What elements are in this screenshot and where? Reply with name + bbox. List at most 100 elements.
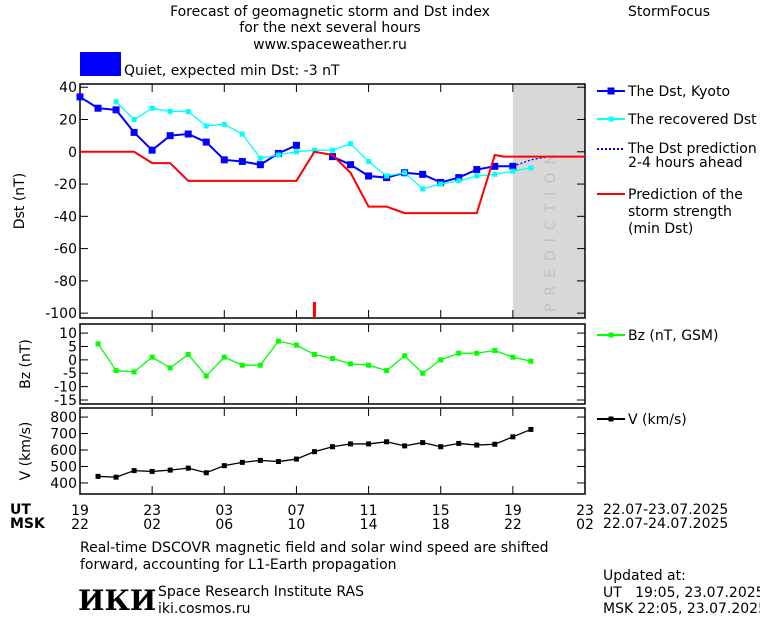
x-tick-label-msk: 02 (143, 517, 161, 533)
series-line-the-dst-kyoto (332, 155, 513, 184)
x-tick-label-msk: 18 (432, 517, 450, 533)
data-point (528, 426, 534, 432)
x-tick-label-msk: 02 (576, 517, 594, 533)
data-point (528, 165, 534, 171)
data-point (456, 440, 462, 446)
data-point (510, 354, 516, 360)
y-tick-label: -20 (54, 177, 77, 193)
data-point (239, 459, 245, 465)
data-point (76, 93, 84, 101)
data-point (149, 468, 155, 474)
legend-prediction-2: 2-4 hours ahead (628, 155, 743, 171)
data-point (330, 147, 335, 153)
institute-name: Space Research Institute RAS (158, 584, 364, 600)
data-point (402, 353, 408, 359)
y-tick-label: 0 (68, 353, 77, 369)
data-point (348, 361, 354, 367)
y-tick-label: -5 (63, 366, 77, 382)
data-point (238, 157, 246, 165)
y-axis-label: Dst (nT) (12, 173, 28, 229)
legend-storm-3: (min Dst) (628, 221, 694, 237)
data-point (239, 362, 245, 368)
data-point (348, 141, 354, 147)
y-tick-label: -60 (54, 242, 77, 258)
institute-site[interactable]: iki.cosmos.ru (158, 601, 251, 617)
data-point (474, 350, 480, 356)
x-tick-label-ut: 19 (71, 503, 89, 519)
data-point (419, 170, 427, 178)
data-point (113, 474, 119, 480)
data-point (220, 156, 228, 164)
data-point (167, 108, 173, 114)
data-point (113, 99, 119, 105)
brand: StormFocus (628, 4, 711, 20)
data-point (166, 132, 174, 140)
legend-swatch-marker (608, 332, 614, 338)
iki-logo: ИКИ (78, 584, 157, 617)
data-point (95, 473, 101, 479)
title-url[interactable]: www.spaceweather.ru (253, 37, 407, 53)
x-tick-label-ut: 23 (576, 503, 594, 519)
x-tick-label-ut: 11 (360, 503, 378, 519)
x-tick-label-msk: 22 (71, 517, 89, 533)
data-point (185, 108, 191, 114)
data-point (130, 128, 138, 136)
data-point (203, 123, 209, 129)
data-point (293, 342, 299, 348)
data-point (311, 449, 317, 455)
data-point (384, 173, 390, 179)
legend-storm-1: Prediction of the (628, 187, 743, 203)
title-line-1: Forecast of geomagnetic storm and Dst in… (170, 4, 490, 20)
data-point (95, 341, 101, 347)
data-point (311, 147, 317, 153)
data-point (149, 354, 155, 360)
data-point (528, 358, 534, 364)
y-tick-label: 500 (50, 459, 77, 475)
data-point (492, 347, 498, 353)
data-point (438, 357, 444, 363)
legend-swatch-marker (608, 116, 614, 122)
data-point (293, 149, 299, 155)
data-point (112, 106, 120, 114)
y-axis-label: V (km/s) (18, 422, 34, 481)
series-line-prediction-of-the-storm-strength-min-dst- (80, 150, 585, 215)
legend-storm-2: storm strength (628, 204, 732, 220)
legend-swatch-marker (608, 416, 614, 422)
data-point (402, 443, 408, 449)
data-point (491, 162, 499, 170)
data-point (492, 171, 498, 177)
data-point (330, 356, 335, 362)
y-axis-label: Bz (nT) (18, 339, 34, 389)
data-point (330, 444, 335, 450)
ut-label: UT (10, 502, 31, 518)
data-point (311, 352, 317, 358)
updated-label: Updated at: (603, 568, 686, 584)
data-point (167, 365, 173, 371)
data-point (473, 166, 481, 174)
data-point (510, 168, 516, 174)
status-text: Quiet, expected min Dst: -3 nT (124, 63, 340, 79)
y-tick-label: 800 (50, 410, 77, 426)
legend-dst: The Dst, Kyoto (628, 84, 731, 100)
data-point (221, 121, 227, 127)
y-tick-label: -15 (54, 393, 77, 409)
data-point (257, 457, 263, 463)
data-point (167, 467, 173, 473)
data-point (239, 131, 245, 137)
legend-v: V (km/s) (628, 412, 687, 428)
y-tick-label: -40 (54, 209, 77, 225)
series-line-the-recovered-dst (115, 101, 532, 190)
y-tick-label: 0 (68, 145, 77, 161)
updated-ut: UT 19:05, 23.07.2025 (603, 585, 760, 601)
data-point (293, 456, 299, 462)
panel-frame-0 (79, 83, 586, 319)
legend-bz: Bz (nT, GSM) (628, 328, 719, 344)
data-point (275, 152, 281, 158)
legend-prediction-1: The Dst prediction (628, 141, 757, 157)
data-point (148, 146, 156, 154)
note-line-1: Real-time DSCOVR magnetic field and sola… (80, 540, 549, 556)
y-tick-label: 600 (50, 443, 77, 459)
x-tick-label-ut: 15 (432, 503, 450, 519)
data-point (366, 441, 372, 447)
